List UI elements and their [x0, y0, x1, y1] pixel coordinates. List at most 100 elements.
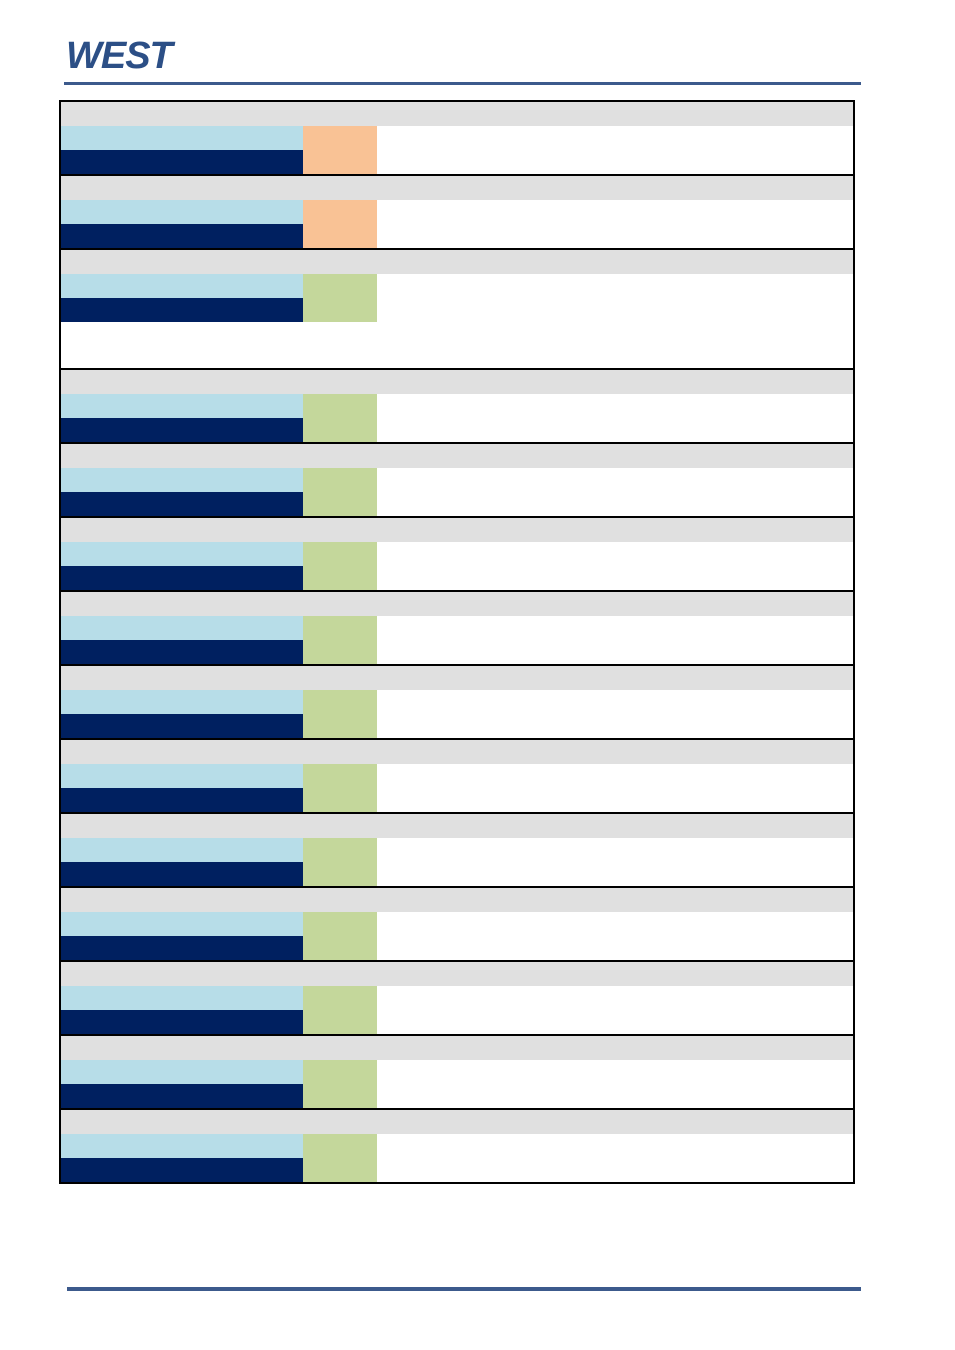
parameter-description	[385, 200, 847, 248]
section-header	[61, 102, 853, 126]
parameter-description	[385, 1060, 847, 1108]
parameter-mnemonic	[61, 1084, 303, 1108]
row-body	[61, 274, 853, 368]
parameter-row	[61, 444, 853, 518]
section-header	[61, 814, 853, 838]
parameter-row	[61, 1110, 853, 1182]
parameter-description	[385, 394, 847, 442]
header-rule	[64, 82, 861, 85]
parameter-row	[61, 740, 853, 814]
parameter-description	[385, 616, 847, 664]
status-cell	[303, 838, 377, 886]
section-header	[61, 666, 853, 690]
row-body	[61, 1060, 853, 1108]
status-cell	[303, 764, 377, 812]
parameter-mnemonic	[61, 418, 303, 442]
parameter-mnemonic	[61, 1158, 303, 1182]
west-logo: WEST	[66, 38, 212, 72]
status-cell	[303, 1060, 377, 1108]
parameter-row	[61, 370, 853, 444]
status-cell	[303, 1134, 377, 1182]
row-body	[61, 468, 853, 516]
row-body	[61, 394, 853, 442]
parameter-label	[61, 616, 303, 640]
parameter-description	[385, 764, 847, 812]
status-cell	[303, 542, 377, 590]
parameter-row	[61, 1036, 853, 1110]
parameter-mnemonic	[61, 936, 303, 960]
section-header	[61, 1036, 853, 1060]
parameter-label	[61, 764, 303, 788]
parameter-label	[61, 200, 303, 224]
parameter-description	[385, 986, 847, 1034]
footer-rule	[67, 1287, 861, 1291]
section-header	[61, 518, 853, 542]
parameter-mnemonic	[61, 298, 303, 322]
parameter-label	[61, 274, 303, 298]
parameter-mnemonic	[61, 640, 303, 664]
parameter-mnemonic	[61, 788, 303, 812]
section-header	[61, 176, 853, 200]
row-body	[61, 542, 853, 590]
parameter-label	[61, 986, 303, 1010]
parameter-label	[61, 394, 303, 418]
parameter-label	[61, 468, 303, 492]
status-cell	[303, 126, 377, 174]
section-header	[61, 962, 853, 986]
parameter-mnemonic	[61, 714, 303, 738]
parameter-table	[59, 100, 855, 1184]
status-cell	[303, 394, 377, 442]
parameter-label	[61, 1060, 303, 1084]
parameter-description	[385, 838, 847, 886]
section-header	[61, 592, 853, 616]
parameter-row	[61, 176, 853, 250]
parameter-description	[385, 542, 847, 590]
row-body	[61, 126, 853, 174]
section-header	[61, 444, 853, 468]
parameter-row	[61, 888, 853, 962]
row-body	[61, 200, 853, 248]
row-body	[61, 986, 853, 1034]
row-body	[61, 912, 853, 960]
parameter-row	[61, 518, 853, 592]
status-cell	[303, 274, 377, 322]
section-header	[61, 888, 853, 912]
row-body	[61, 690, 853, 738]
parameter-row	[61, 592, 853, 666]
status-cell	[303, 468, 377, 516]
section-header	[61, 1110, 853, 1134]
parameter-description	[385, 274, 847, 322]
parameter-label	[61, 690, 303, 714]
row-body	[61, 764, 853, 812]
row-body	[61, 838, 853, 886]
status-cell	[303, 986, 377, 1034]
parameter-mnemonic	[61, 566, 303, 590]
parameter-label	[61, 1134, 303, 1158]
status-cell	[303, 616, 377, 664]
row-body	[61, 1134, 853, 1182]
parameter-label	[61, 838, 303, 862]
parameter-mnemonic	[61, 224, 303, 248]
parameter-description	[385, 690, 847, 738]
parameter-mnemonic	[61, 862, 303, 886]
parameter-row	[61, 102, 853, 176]
parameter-row	[61, 250, 853, 370]
parameter-label	[61, 126, 303, 150]
row-body	[61, 616, 853, 664]
status-cell	[303, 912, 377, 960]
logo-text: WEST	[66, 38, 176, 72]
status-cell	[303, 690, 377, 738]
status-cell	[303, 200, 377, 248]
parameter-description	[385, 912, 847, 960]
parameter-label	[61, 542, 303, 566]
parameter-row	[61, 666, 853, 740]
parameter-row	[61, 814, 853, 888]
parameter-description	[385, 468, 847, 516]
section-header	[61, 250, 853, 274]
parameter-mnemonic	[61, 150, 303, 174]
section-header	[61, 370, 853, 394]
parameter-mnemonic	[61, 1010, 303, 1034]
parameter-description	[385, 1134, 847, 1182]
parameter-row	[61, 962, 853, 1036]
parameter-label	[61, 912, 303, 936]
